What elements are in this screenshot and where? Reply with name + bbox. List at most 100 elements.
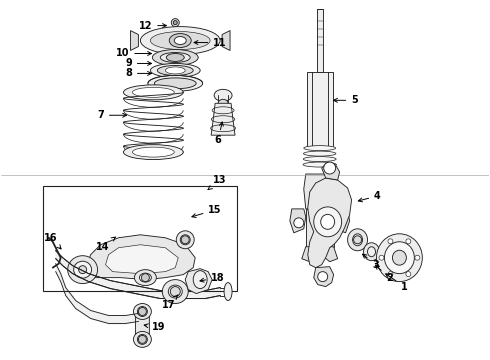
Text: 12: 12 — [139, 21, 167, 31]
Text: 1: 1 — [386, 274, 408, 292]
Polygon shape — [302, 247, 316, 262]
Polygon shape — [222, 31, 230, 50]
Circle shape — [406, 239, 411, 244]
Bar — [307, 72, 333, 148]
Text: 10: 10 — [116, 49, 151, 58]
Ellipse shape — [137, 306, 147, 316]
Ellipse shape — [150, 32, 210, 50]
Ellipse shape — [180, 235, 190, 245]
Circle shape — [173, 21, 177, 24]
Ellipse shape — [133, 332, 151, 347]
Ellipse shape — [134, 270, 156, 285]
Circle shape — [324, 162, 336, 174]
Ellipse shape — [321, 214, 335, 229]
Ellipse shape — [133, 303, 151, 319]
Ellipse shape — [78, 266, 87, 274]
Polygon shape — [135, 310, 149, 339]
Polygon shape — [314, 267, 334, 287]
Text: 19: 19 — [144, 323, 165, 332]
Ellipse shape — [68, 256, 98, 284]
Ellipse shape — [224, 283, 232, 301]
Ellipse shape — [368, 247, 375, 257]
Ellipse shape — [304, 146, 336, 150]
Ellipse shape — [193, 271, 207, 289]
Ellipse shape — [148, 75, 203, 91]
Text: 16: 16 — [44, 233, 61, 249]
Ellipse shape — [166, 54, 184, 62]
Text: 17: 17 — [162, 295, 178, 310]
Polygon shape — [308, 178, 352, 268]
Ellipse shape — [303, 162, 337, 167]
Ellipse shape — [123, 85, 183, 100]
Polygon shape — [290, 209, 306, 233]
Circle shape — [354, 236, 362, 244]
Ellipse shape — [169, 33, 191, 48]
Ellipse shape — [303, 151, 336, 156]
Ellipse shape — [385, 242, 415, 274]
Circle shape — [379, 255, 384, 260]
Polygon shape — [130, 31, 138, 50]
Polygon shape — [185, 269, 212, 293]
Text: 11: 11 — [194, 37, 227, 48]
Circle shape — [138, 307, 147, 315]
Ellipse shape — [176, 231, 194, 249]
Text: 2: 2 — [375, 265, 393, 283]
Ellipse shape — [132, 147, 174, 157]
Text: 6: 6 — [215, 122, 223, 145]
Circle shape — [388, 239, 393, 244]
Ellipse shape — [157, 66, 193, 75]
Text: 4: 4 — [358, 191, 381, 202]
Bar — [317, 9, 323, 72]
Ellipse shape — [141, 27, 220, 54]
Ellipse shape — [160, 53, 190, 62]
Polygon shape — [105, 245, 178, 274]
Ellipse shape — [392, 250, 406, 265]
Circle shape — [138, 336, 147, 343]
Polygon shape — [304, 174, 336, 209]
Text: 3: 3 — [363, 254, 379, 270]
Text: 5: 5 — [334, 95, 358, 105]
Text: 14: 14 — [96, 237, 116, 252]
Text: 9: 9 — [125, 58, 151, 68]
Ellipse shape — [123, 145, 183, 159]
Ellipse shape — [314, 207, 342, 237]
Ellipse shape — [162, 280, 188, 303]
Text: 18: 18 — [200, 273, 225, 283]
Ellipse shape — [353, 234, 363, 246]
Circle shape — [172, 19, 179, 27]
Polygon shape — [86, 235, 195, 280]
Ellipse shape — [168, 285, 182, 298]
Ellipse shape — [165, 67, 185, 74]
Ellipse shape — [218, 99, 228, 107]
Text: 13: 13 — [208, 175, 227, 190]
Circle shape — [318, 272, 328, 282]
Text: 15: 15 — [192, 205, 222, 217]
Ellipse shape — [152, 50, 198, 66]
Polygon shape — [322, 162, 340, 180]
Circle shape — [406, 271, 411, 276]
Circle shape — [336, 218, 345, 228]
Polygon shape — [324, 247, 338, 262]
Ellipse shape — [364, 243, 379, 261]
Ellipse shape — [214, 89, 232, 101]
Polygon shape — [306, 209, 334, 247]
Ellipse shape — [74, 261, 92, 278]
Ellipse shape — [174, 37, 186, 45]
Circle shape — [294, 218, 304, 228]
Text: 7: 7 — [97, 110, 126, 120]
Bar — [43, 186, 237, 291]
Ellipse shape — [150, 63, 200, 77]
Polygon shape — [334, 209, 349, 233]
Circle shape — [388, 271, 393, 276]
Polygon shape — [211, 103, 235, 135]
Ellipse shape — [140, 273, 151, 282]
Circle shape — [171, 287, 180, 297]
Ellipse shape — [376, 234, 422, 282]
Circle shape — [142, 274, 149, 282]
Ellipse shape — [303, 157, 336, 162]
Ellipse shape — [137, 334, 147, 345]
Ellipse shape — [347, 229, 368, 251]
Ellipse shape — [154, 78, 196, 89]
Circle shape — [415, 255, 420, 260]
Ellipse shape — [132, 87, 174, 97]
